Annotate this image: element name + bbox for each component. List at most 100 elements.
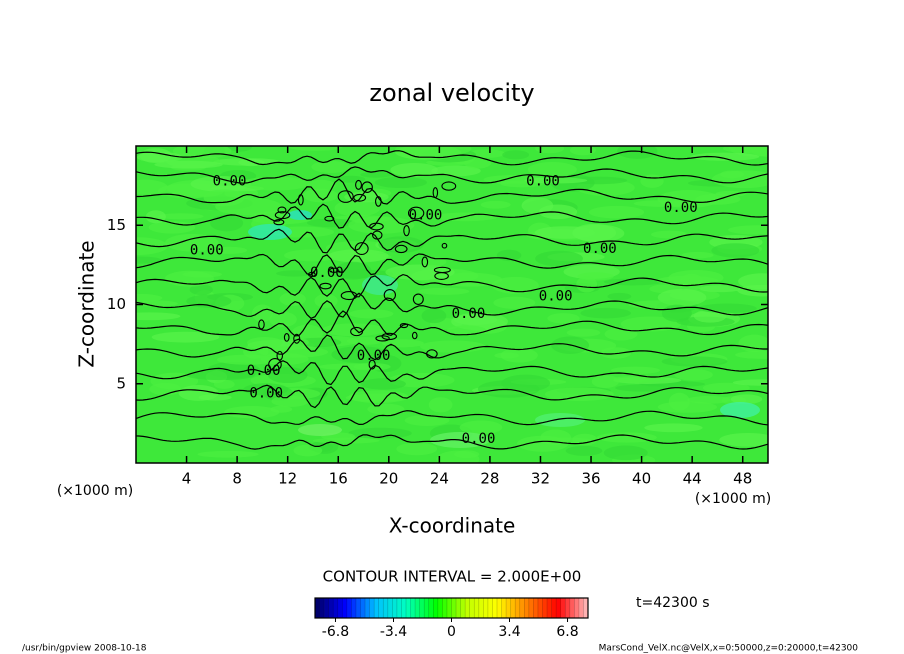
contour-loop [369,222,384,231]
colorbar-swatch [519,598,525,618]
field-patch [661,356,728,367]
colorbar-swatch [328,598,334,618]
field-patch [362,275,398,295]
contour-loop [434,272,449,281]
field-patch [610,366,661,375]
contour-label: 0.00 [357,348,391,364]
contour-loop [426,349,438,359]
field-patch [480,200,511,209]
field-patch [298,424,342,436]
y-tick-label: 5 [116,374,126,392]
contour-line [136,228,768,254]
colorbar-swatch [547,598,552,618]
x-tick-label: 8 [232,470,242,488]
contour-loop [340,290,358,301]
colorbar-swatch [501,598,507,618]
field-patch [687,395,731,404]
colorbar-swatch [556,598,561,618]
contour-label: 0.00 [213,174,247,190]
y-axis-unit: (×1000 m) [57,483,133,499]
colorbar-swatch [433,598,439,618]
field-patch [640,174,664,188]
colorbar-swatch [360,598,366,618]
contour-loop [421,256,429,268]
contour-loop [407,206,425,220]
field-patch [251,304,274,323]
field-patch [136,179,168,195]
x-tick-label: 48 [733,470,752,488]
colorbar-swatch [342,598,348,618]
colorbar-swatch [378,598,384,618]
contour-line [136,310,768,337]
field-patch [715,190,746,197]
field-patch [348,216,415,234]
contour-loop [329,267,339,273]
field-patch [197,450,259,458]
x-axis-unit: (×1000 m) [695,491,771,507]
y-axis-label: Z-coordinate [75,240,99,367]
field-patch [596,432,657,443]
field-patch [453,450,480,459]
field-patch [569,146,597,156]
colorbar-swatch [515,598,521,618]
colorbar-swatch [487,598,493,618]
field-patch [334,261,372,280]
field-patch [293,444,323,457]
contour-line [136,384,768,409]
field-patch [243,344,269,359]
field-patch [698,303,757,314]
field: 0.00 0.00 0.00 0.00 0.00 0.00 0.00 0.00 0.00 0.00… [136,146,768,463]
colorbar-swatch [365,598,370,618]
field-patch [360,378,406,390]
field-patch [603,278,663,286]
colorbar-swatch [528,598,534,618]
field-patch [580,307,631,319]
field-patch [607,292,632,301]
contour-loop [293,333,301,344]
field-patch [711,243,760,258]
field-patch [269,311,297,328]
field-patch [615,384,670,392]
field-patch [210,214,244,232]
contour-loop [268,358,282,372]
colorbar-swatch [460,598,466,618]
footer-left: /usr/bin/gpview 2008-10-18 [22,644,147,654]
colorbar-swatch [383,598,389,618]
field-patch [136,256,162,264]
colorbar-swatch [424,598,430,618]
colorbar-swatch [387,598,393,618]
colorbar-swatch [465,598,470,618]
colorbar-swatch [446,598,452,618]
field-patch [346,336,384,345]
field-patch [227,146,253,152]
field-patch [447,325,486,335]
x-axis-label: X-coordinate [389,514,516,538]
colorbar-swatch [542,598,548,618]
contour-loop [350,326,364,337]
contour-line [136,203,768,229]
field-patch [378,236,424,253]
field-patch [463,156,492,169]
field-patch [668,392,690,411]
contour-loop [337,190,354,203]
contour-loop [412,293,424,305]
field-patch [577,272,614,281]
field-patch [390,163,439,177]
colorbar-swatch [574,598,580,618]
contour-loop [403,225,410,237]
colorbar-swatch [474,598,480,618]
field-patch [535,146,565,154]
colorbar-swatch [578,598,584,618]
contour-label: 0.00 [664,200,698,216]
contour-loop [375,335,390,342]
contour-line [136,253,768,276]
colorbar-swatch [583,598,589,618]
field-patch [258,346,329,358]
field-patch [728,225,768,235]
field-patch [644,423,703,433]
field-patch [306,179,336,191]
contour-loop [297,194,304,206]
x-tick-label: 40 [632,470,651,488]
field-patch [396,442,438,456]
